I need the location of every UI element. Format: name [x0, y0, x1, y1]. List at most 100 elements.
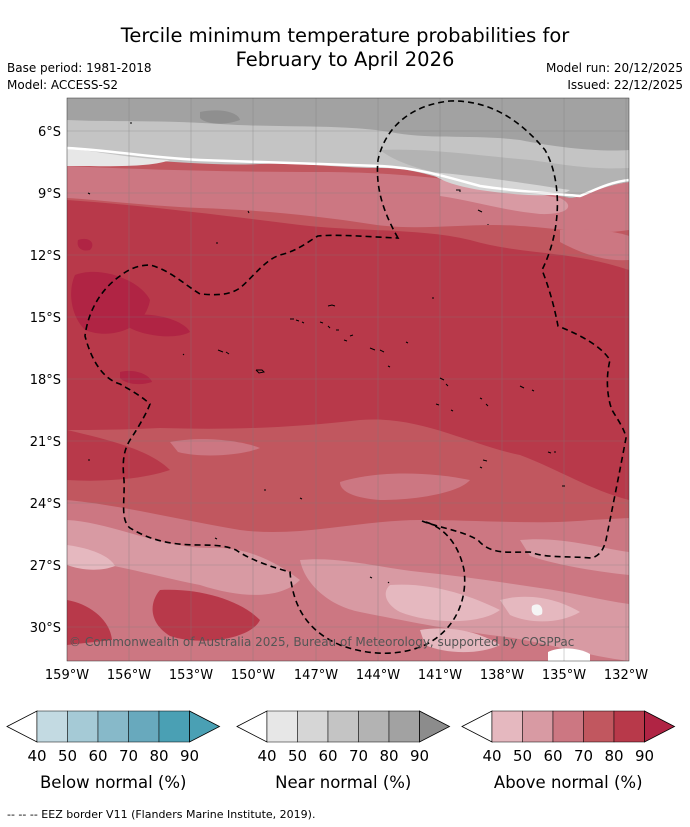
legend-title: Below normal (%): [40, 773, 187, 792]
legend-tick-label: 70: [349, 747, 368, 765]
latitude-labels: 6°S 9°S 12°S 15°S 18°S 21°S 24°S 27°S 30…: [30, 125, 61, 636]
field-boundary-line: [67, 146, 629, 198]
legend-tick-label: 80: [379, 747, 398, 765]
base-period: Base period: 1981-2018: [7, 61, 152, 75]
issued-date: Issued: 22/12/2025: [567, 78, 683, 92]
lat-label: 12°S: [30, 249, 61, 264]
lon-label: 132°W: [604, 668, 648, 683]
probability-map: © Commonwealth of Australia 2025, Bureau…: [6, 97, 676, 792]
legend-swatch: [327, 710, 359, 743]
legend-swatch: [97, 710, 129, 743]
field-above-60-mid2: [170, 439, 260, 456]
legend-swatch: [583, 710, 615, 743]
lat-label: 21°S: [30, 435, 61, 450]
legend-swatch: [491, 710, 523, 743]
field-white-patch: [548, 648, 590, 661]
legend-swatch: [266, 710, 298, 743]
field-above-50-bottom: [67, 520, 300, 595]
lon-label: 138°W: [480, 668, 524, 683]
field-near-40b: [430, 172, 570, 196]
map-frame: [66, 97, 630, 662]
legend-tick-label: 70: [574, 747, 593, 765]
legend-tick-label: 90: [410, 747, 429, 765]
legend-swatch: [552, 710, 584, 743]
legend-swatch: [388, 710, 420, 743]
field-above-80: [67, 200, 629, 500]
legend-swatch: [522, 710, 554, 743]
field-above-80b: [67, 430, 170, 481]
field-above-60-top2: [560, 229, 629, 261]
eez-border: [84, 100, 627, 655]
legend-tick-label: 60: [88, 747, 107, 765]
chart-title: Tercile minimum temperature probabilitie…: [0, 24, 690, 72]
field-above-80-lower: [152, 589, 260, 641]
lat-label: 9°S: [38, 187, 61, 202]
islands: [87, 122, 565, 584]
lon-label: 159°W: [45, 668, 89, 683]
lon-label: 147°W: [294, 668, 338, 683]
field-above-90c: [120, 370, 152, 385]
field-above-60-mid: [340, 473, 470, 500]
legend-low-extend: [236, 710, 268, 743]
legend-swatch: [297, 710, 329, 743]
field-above-80-lower2: [67, 600, 112, 645]
lon-label: 135°W: [542, 668, 586, 683]
lat-label: 27°S: [30, 559, 61, 574]
legend-high-extend: [644, 710, 676, 743]
field-above-40a: [385, 584, 500, 622]
legend-swatch: [358, 710, 390, 743]
legend-swatch: [36, 710, 68, 743]
title-line-1: Tercile minimum temperature probabilitie…: [120, 24, 570, 47]
legend-title: Above normal (%): [494, 773, 643, 792]
copyright-text: © Commonwealth of Australia 2025, Bureau…: [69, 635, 574, 649]
legend-tick-label: 40: [257, 747, 276, 765]
gridlines: [67, 98, 629, 661]
legend-near-normal: 40 50 60 70 80 90 Near normal (%): [236, 710, 451, 792]
legend-tick-label: 80: [604, 747, 623, 765]
model-name: Model: ACCESS-S2: [7, 78, 119, 92]
legend-tick-label: 50: [58, 747, 77, 765]
lon-label: 150°W: [231, 668, 275, 683]
meta-left: Base period: 1981-2018 Model: ACCESS-S2: [7, 60, 152, 94]
eez-footnote: -- -- -- EEZ border V11 (Flanders Marine…: [7, 808, 316, 821]
legend-tick-label: 90: [635, 747, 654, 765]
field-near-dark-top: [200, 110, 240, 124]
lon-label: 156°W: [107, 668, 151, 683]
legend-tick-label: 40: [27, 747, 46, 765]
lon-label: 153°W: [169, 668, 213, 683]
legend-tick-label: 70: [119, 747, 138, 765]
field-above-90b: [130, 314, 190, 337]
lat-label: 6°S: [38, 125, 61, 140]
field-white-patch2: [531, 604, 543, 616]
legend-tick-label: 90: [180, 747, 199, 765]
lat-label: 18°S: [30, 373, 61, 388]
field-above-40c: [67, 545, 115, 570]
legend-low-extend: [6, 710, 38, 743]
legend-swatch: [128, 710, 160, 743]
legend-tick-label: 40: [482, 747, 501, 765]
legend-tick-label: 60: [543, 747, 562, 765]
legend-below-normal: 40 50 60 70 80 90 Below normal (%): [6, 710, 221, 792]
meta-right: Model run: 20/12/2025 Issued: 22/12/2025: [546, 60, 683, 94]
lat-label: 24°S: [30, 497, 61, 512]
legend-above-normal: 40 50 60 70 80 90 Above normal (%): [461, 710, 676, 792]
field-near-60: [380, 149, 629, 198]
lat-label: 15°S: [30, 311, 61, 326]
legends: 40 50 60 70 80 90 Below normal (%) 40 50 60 70 80 90…: [6, 710, 676, 792]
legend-high-extend: [189, 710, 221, 743]
map-field: [67, 98, 629, 661]
legend-swatch: [158, 710, 190, 743]
lon-label: 144°W: [356, 668, 400, 683]
legend-title: Near normal (%): [275, 773, 411, 792]
legend-tick-label: 50: [513, 747, 532, 765]
legend-high-extend: [419, 710, 451, 743]
lon-label: 141°W: [418, 668, 462, 683]
legend-tick-label: 80: [149, 747, 168, 765]
title-line-2: February to April 2026: [235, 48, 455, 71]
model-run: Model run: 20/12/2025: [545, 61, 683, 75]
legend-swatch: [613, 710, 645, 743]
legend-tick-label: 50: [288, 747, 307, 765]
field-above-90d: [77, 238, 93, 251]
lat-label: 30°S: [30, 621, 61, 636]
legend-tick-label: 60: [318, 747, 337, 765]
